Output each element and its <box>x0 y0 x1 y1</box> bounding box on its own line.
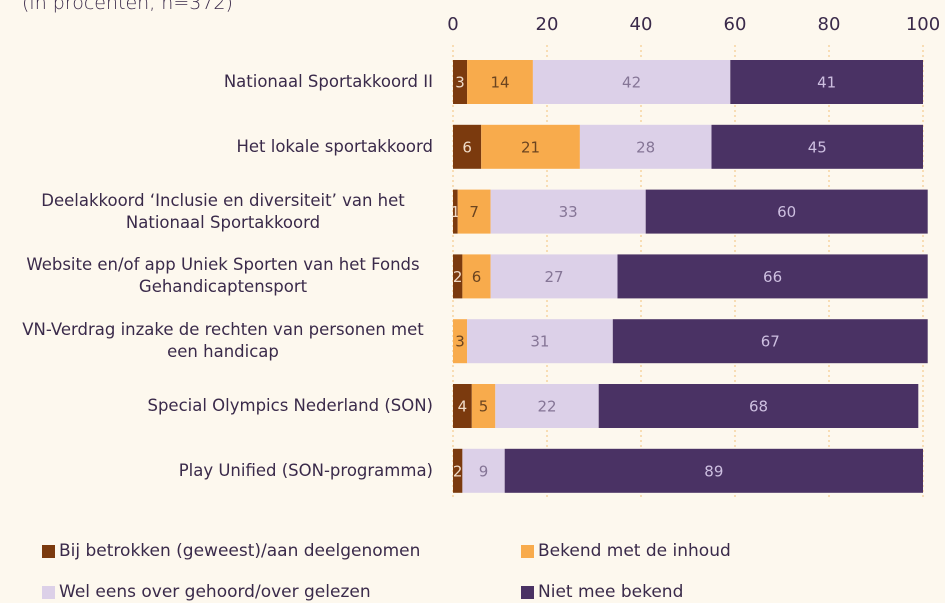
value-label: 67 <box>761 333 780 351</box>
bar-segment <box>462 448 505 493</box>
x-tick-label: 80 <box>818 14 841 35</box>
bar-segment <box>457 189 491 234</box>
category-label: Deelakkoord ‘Inclusie en diversiteit’ va… <box>13 182 433 242</box>
legend-label: Bij betrokken (geweest)/aan deelgenomen <box>59 541 421 561</box>
category-label: VN-Verdrag inzake de rechten van persone… <box>13 311 433 371</box>
bar-segment <box>453 384 472 428</box>
value-label: 42 <box>622 74 641 92</box>
bar-segment <box>490 189 646 234</box>
value-label: 89 <box>704 462 723 480</box>
value-label: 14 <box>490 74 509 92</box>
value-label: 31 <box>530 333 549 351</box>
bar-segment <box>495 384 599 428</box>
bar-segment <box>645 189 928 234</box>
value-label: 5 <box>479 398 489 416</box>
value-label: 28 <box>636 138 655 156</box>
category-text: VN-Verdrag inzake de rechten van persone… <box>22 320 424 362</box>
value-label: 22 <box>537 398 556 416</box>
bar-segment <box>532 60 731 104</box>
legend-item: Wel eens over gehoord/over gelezen <box>42 582 371 602</box>
bar-segment <box>471 384 496 428</box>
value-label: 41 <box>817 74 836 92</box>
category-text: Website en/of app Uniek Sporten van het … <box>26 255 420 297</box>
legend-label: Wel eens over gehoord/over gelezen <box>59 582 371 602</box>
bar-segment <box>481 124 580 169</box>
value-label: 68 <box>749 398 768 416</box>
bar-segment <box>462 254 491 299</box>
bar-segment <box>453 319 468 364</box>
x-tick-label: 60 <box>724 14 747 35</box>
value-label: 60 <box>777 203 796 221</box>
legend-item: Bekend met de inhoud <box>521 541 731 561</box>
value-label: 3 <box>455 74 465 92</box>
value-label: 2 <box>453 462 463 480</box>
bar-segment <box>467 319 613 364</box>
bar-segment <box>467 60 533 104</box>
legend-swatch <box>42 544 55 558</box>
category-label: Het lokale sportakkoord <box>13 117 433 177</box>
value-label: 3 <box>455 333 465 351</box>
bar-segment <box>453 448 463 493</box>
x-tick-label: 100 <box>906 14 940 35</box>
x-tick-label: 20 <box>536 14 559 35</box>
bar-segment <box>598 384 919 428</box>
legend-item: Bij betrokken (geweest)/aan deelgenomen <box>42 541 420 561</box>
bar-segment <box>453 189 458 234</box>
value-label: 9 <box>479 462 489 480</box>
value-label: 27 <box>545 268 564 286</box>
value-label: 66 <box>763 268 782 286</box>
bar-segment <box>453 254 463 299</box>
bar-segment <box>617 254 928 299</box>
bar-segment <box>453 124 482 169</box>
category-text: Deelakkoord ‘Inclusie en diversiteit’ va… <box>41 190 405 232</box>
legend-swatch <box>521 585 534 599</box>
bar-segment <box>490 254 618 299</box>
category-text: Nationaal Sportakkoord II <box>223 72 433 91</box>
category-label: Special Olympics Nederland (SON) <box>13 376 433 436</box>
category-text: Het lokale sportakkoord <box>236 136 433 156</box>
value-label: 1 <box>451 203 461 221</box>
bar-segment <box>504 448 923 493</box>
legend-item: Niet mee bekend <box>521 582 683 602</box>
value-label: 21 <box>521 138 540 156</box>
category-text: Play Unified (SON-programma) <box>178 460 433 480</box>
category-text: Special Olympics Nederland (SON) <box>147 396 433 415</box>
category-label: Play Unified (SON-programma) <box>13 441 433 501</box>
value-label: 2 <box>453 268 463 286</box>
bar-segment <box>711 124 923 169</box>
bar-segment <box>730 60 923 104</box>
category-label: Website en/of app Uniek Sporten van het … <box>13 246 433 306</box>
value-label: 6 <box>462 138 472 156</box>
legend-swatch <box>42 585 55 599</box>
bar-segment <box>453 60 468 104</box>
bar-segment <box>612 319 928 364</box>
category-label: Nationaal Sportakkoord II <box>13 52 433 112</box>
chart-subtitle: (in procenten, n=372) <box>22 0 233 14</box>
bar-segment <box>579 124 712 169</box>
value-label: 7 <box>469 203 479 221</box>
legend-swatch <box>521 544 534 558</box>
value-label: 4 <box>458 398 468 416</box>
legend-label: Niet mee bekend <box>538 582 684 602</box>
legend-label: Bekend met de inhoud <box>538 541 731 561</box>
x-tick-label: 0 <box>447 14 458 35</box>
value-label: 45 <box>808 138 827 156</box>
x-tick-label: 40 <box>630 14 653 35</box>
value-label: 6 <box>472 268 482 286</box>
value-label: 33 <box>559 203 578 221</box>
